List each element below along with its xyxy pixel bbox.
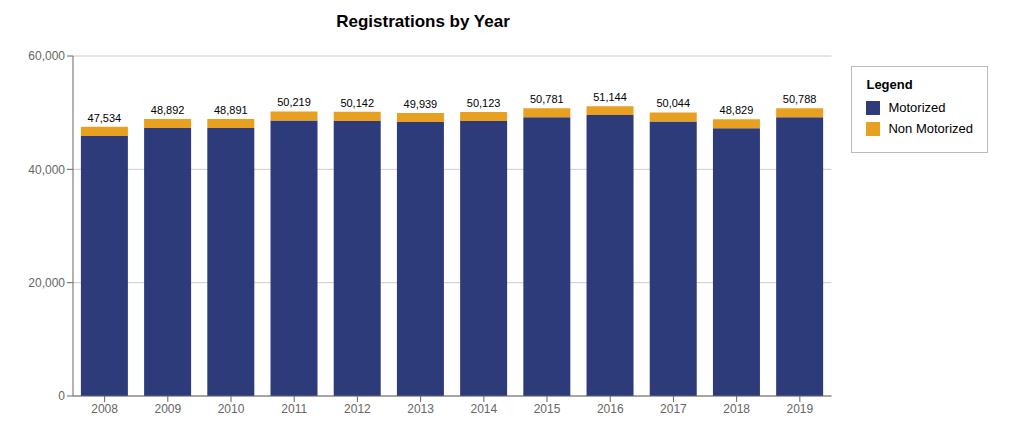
svg-text:50,142: 50,142 [340,97,374,109]
svg-text:49,939: 49,939 [404,98,438,110]
svg-text:2008: 2008 [91,402,118,416]
svg-text:0: 0 [58,389,65,403]
html-text:Registrations by Year: Registrations by Year [336,12,510,31]
svg-text:50,781: 50,781 [530,93,564,105]
svg-text:48,891: 48,891 [214,104,248,116]
svg-text:50,219: 50,219 [277,96,311,108]
svg-text:60,000: 60,000 [28,49,65,63]
svg-text:48,892: 48,892 [151,104,185,116]
svg-text:50,044: 50,044 [656,97,690,109]
svg-text:48,829: 48,829 [720,104,754,116]
html-text:Motorized: Motorized [888,100,946,115]
html-text:Legend: Legend [866,77,913,92]
svg-text:2015: 2015 [534,402,561,416]
html-text:Non Motorized: Non Motorized [888,121,973,136]
svg-text:2014: 2014 [470,402,497,416]
svg-text:2013: 2013 [407,402,434,416]
svg-text:2011: 2011 [281,402,307,416]
svg-text:50,788: 50,788 [783,93,817,105]
svg-text:50,123: 50,123 [467,97,501,109]
svg-text:40,000: 40,000 [28,163,65,177]
svg-text:2016: 2016 [597,402,624,416]
svg-text:2019: 2019 [786,402,813,416]
svg-text:2009: 2009 [154,402,181,416]
svg-text:2017: 2017 [660,402,687,416]
svg-text:47,534: 47,534 [88,112,122,124]
svg-text:2012: 2012 [344,402,371,416]
svg-text:2010: 2010 [218,402,245,416]
svg-text:51,144: 51,144 [593,91,627,103]
svg-text:20,000: 20,000 [28,276,65,290]
svg-text:2018: 2018 [723,402,750,416]
